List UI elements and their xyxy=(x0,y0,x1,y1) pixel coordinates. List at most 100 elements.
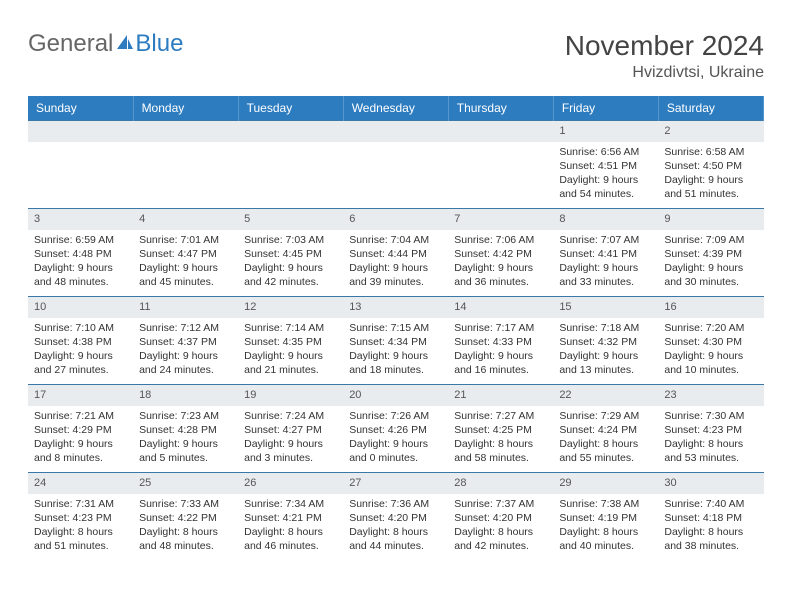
calendar-day: 2Sunrise: 6:58 AMSunset: 4:50 PMDaylight… xyxy=(658,121,763,209)
sunset-line: Sunset: 4:29 PM xyxy=(34,423,127,437)
day-number: 27 xyxy=(343,473,448,494)
sunrise-line: Sunrise: 7:12 AM xyxy=(139,321,232,335)
sunset-line: Sunset: 4:22 PM xyxy=(139,511,232,525)
weekday-header: Saturday xyxy=(658,96,763,121)
calendar-day: 12 Sunrise: 7:14 AMSunset: 4:35 PMDayligh… xyxy=(238,297,343,385)
day-body: Sunrise: 7:15 AMSunset: 4:34 PMDaylight:… xyxy=(343,318,448,382)
sunrise-line: Sunrise: 7:14 AM xyxy=(244,321,337,335)
daylight-line: Daylight: 8 hours and 53 minutes. xyxy=(664,437,757,465)
calendar-day: 27Sunrise: 7:36 AMSunset: 4:20 PMDayligh… xyxy=(343,473,448,561)
day-number: 28 xyxy=(448,473,553,494)
sunset-line: Sunset: 4:37 PM xyxy=(139,335,232,349)
sunrise-line: Sunrise: 7:09 AM xyxy=(664,233,757,247)
day-number: 25 xyxy=(133,473,238,494)
calendar-day: 10Sunrise: 7:10 AMSunset: 4:38 PMDayligh… xyxy=(28,297,133,385)
day-body: Sunrise: 7:07 AMSunset: 4:41 PMDaylight:… xyxy=(553,230,658,294)
calendar-body: 1Sunrise: 6:56 AMSunset: 4:51 PMDaylight… xyxy=(28,121,764,561)
calendar-day: 5Sunrise: 7:03 AMSunset: 4:45 PMDaylight… xyxy=(238,209,343,297)
calendar-day xyxy=(448,121,553,209)
day-body: Sunrise: 7:09 AMSunset: 4:39 PMDaylight:… xyxy=(658,230,763,294)
day-number: 8 xyxy=(553,209,658,230)
sunrise-line: Sunrise: 6:58 AM xyxy=(664,145,757,159)
sunset-line: Sunset: 4:28 PM xyxy=(139,423,232,437)
daylight-line: Daylight: 9 hours and 18 minutes. xyxy=(349,349,442,377)
daylight-line: Daylight: 9 hours and 3 minutes. xyxy=(244,437,337,465)
day-number: 29 xyxy=(553,473,658,494)
sunset-line: Sunset: 4:48 PM xyxy=(34,247,127,261)
sunrise-line: Sunrise: 7:26 AM xyxy=(349,409,442,423)
daylight-line: Daylight: 8 hours and 48 minutes. xyxy=(139,525,232,553)
daylight-line: Daylight: 9 hours and 21 minutes. xyxy=(244,349,337,377)
daylight-line: Daylight: 8 hours and 38 minutes. xyxy=(664,525,757,553)
day-body: Sunrise: 7:20 AMSunset: 4:30 PMDaylight:… xyxy=(658,318,763,382)
day-number: 11 xyxy=(133,297,238,318)
calendar-day: 3Sunrise: 6:59 AMSunset: 4:48 PMDaylight… xyxy=(28,209,133,297)
calendar-week: 10Sunrise: 7:10 AMSunset: 4:38 PMDayligh… xyxy=(28,297,764,385)
page-title: November 2024 xyxy=(565,30,764,62)
sunrise-line: Sunrise: 7:36 AM xyxy=(349,497,442,511)
day-number: 16 xyxy=(658,297,763,318)
day-number: 14 xyxy=(448,297,553,318)
day-number: 15 xyxy=(553,297,658,318)
daylight-line: Daylight: 8 hours and 46 minutes. xyxy=(244,525,337,553)
sunset-line: Sunset: 4:35 PM xyxy=(244,335,337,349)
day-body: Sunrise: 7:18 AMSunset: 4:32 PMDaylight:… xyxy=(553,318,658,382)
calendar-day: 30Sunrise: 7:40 AMSunset: 4:18 PMDayligh… xyxy=(658,473,763,561)
calendar-day: 28Sunrise: 7:37 AMSunset: 4:20 PMDayligh… xyxy=(448,473,553,561)
daylight-line: Daylight: 9 hours and 51 minutes. xyxy=(664,173,757,201)
calendar-day: 25Sunrise: 7:33 AMSunset: 4:22 PMDayligh… xyxy=(133,473,238,561)
sunrise-line: Sunrise: 6:59 AM xyxy=(34,233,127,247)
day-body: Sunrise: 7:31 AMSunset: 4:23 PMDaylight:… xyxy=(28,494,133,558)
daylight-line: Daylight: 9 hours and 30 minutes. xyxy=(664,261,757,289)
day-body: Sunrise: 7:23 AMSunset: 4:28 PMDaylight:… xyxy=(133,406,238,470)
day-body: Sunrise: 6:58 AMSunset: 4:50 PMDaylight:… xyxy=(658,142,763,206)
day-number: 2 xyxy=(658,121,763,142)
sunset-line: Sunset: 4:26 PM xyxy=(349,423,442,437)
weekday-header: Tuesday xyxy=(238,96,343,121)
calendar-day: 19Sunrise: 7:24 AMSunset: 4:27 PMDayligh… xyxy=(238,385,343,473)
day-number: 1 xyxy=(553,121,658,142)
day-body: Sunrise: 7:26 AMSunset: 4:26 PMDaylight:… xyxy=(343,406,448,470)
sunset-line: Sunset: 4:33 PM xyxy=(454,335,547,349)
day-body: Sunrise: 7:21 AMSunset: 4:29 PMDaylight:… xyxy=(28,406,133,470)
daylight-line: Daylight: 9 hours and 36 minutes. xyxy=(454,261,547,289)
daylight-line: Daylight: 9 hours and 39 minutes. xyxy=(349,261,442,289)
day-number: 6 xyxy=(343,209,448,230)
sunset-line: Sunset: 4:30 PM xyxy=(664,335,757,349)
daylight-line: Daylight: 9 hours and 42 minutes. xyxy=(244,261,337,289)
day-number: 10 xyxy=(28,297,133,318)
day-number: 4 xyxy=(133,209,238,230)
calendar-day: 21Sunrise: 7:27 AMSunset: 4:25 PMDayligh… xyxy=(448,385,553,473)
day-number: 13 xyxy=(343,297,448,318)
logo-text-2: Blue xyxy=(135,30,183,58)
day-body: Sunrise: 7:27 AMSunset: 4:25 PMDaylight:… xyxy=(448,406,553,470)
sunrise-line: Sunrise: 7:38 AM xyxy=(559,497,652,511)
weekday-header: Thursday xyxy=(448,96,553,121)
sail-icon xyxy=(115,30,135,58)
day-number xyxy=(343,121,448,142)
daylight-line: Daylight: 9 hours and 5 minutes. xyxy=(139,437,232,465)
calendar-day: 17Sunrise: 7:21 AMSunset: 4:29 PMDayligh… xyxy=(28,385,133,473)
sunrise-line: Sunrise: 7:31 AM xyxy=(34,497,127,511)
sunrise-line: Sunrise: 7:10 AM xyxy=(34,321,127,335)
calendar-table: SundayMondayTuesdayWednesdayThursdayFrid… xyxy=(28,96,764,561)
calendar-day: 8Sunrise: 7:07 AMSunset: 4:41 PMDaylight… xyxy=(553,209,658,297)
sunset-line: Sunset: 4:23 PM xyxy=(34,511,127,525)
day-number: 9 xyxy=(658,209,763,230)
day-body: Sunrise: 7:10 AMSunset: 4:38 PMDaylight:… xyxy=(28,318,133,382)
calendar-day: 11Sunrise: 7:12 AMSunset: 4:37 PMDayligh… xyxy=(133,297,238,385)
day-number xyxy=(238,121,343,142)
day-number: 30 xyxy=(658,473,763,494)
sunset-line: Sunset: 4:23 PM xyxy=(664,423,757,437)
day-number: 26 xyxy=(238,473,343,494)
calendar-day: 24Sunrise: 7:31 AMSunset: 4:23 PMDayligh… xyxy=(28,473,133,561)
sunset-line: Sunset: 4:18 PM xyxy=(664,511,757,525)
day-number: 12 xyxy=(238,297,343,318)
calendar-day: 6Sunrise: 7:04 AMSunset: 4:44 PMDaylight… xyxy=(343,209,448,297)
day-number xyxy=(28,121,133,142)
sunset-line: Sunset: 4:38 PM xyxy=(34,335,127,349)
sunrise-line: Sunrise: 7:18 AM xyxy=(559,321,652,335)
calendar-day: 15Sunrise: 7:18 AMSunset: 4:32 PMDayligh… xyxy=(553,297,658,385)
sunset-line: Sunset: 4:51 PM xyxy=(559,159,652,173)
sunset-line: Sunset: 4:27 PM xyxy=(244,423,337,437)
